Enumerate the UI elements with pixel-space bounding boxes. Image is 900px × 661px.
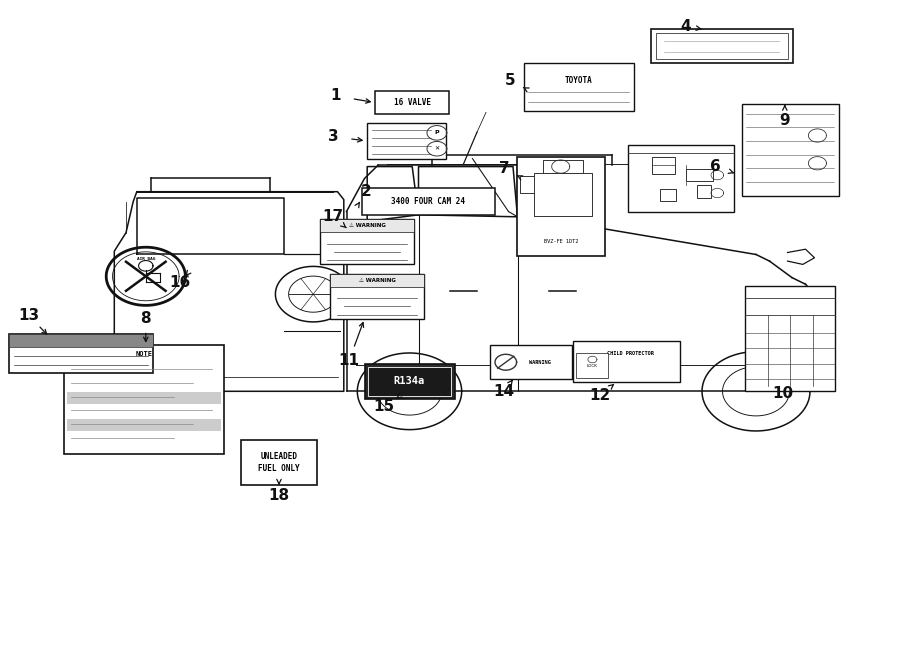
Text: ⚠ WARNING: ⚠ WARNING xyxy=(349,223,385,228)
Text: CHILD PROTECTOR: CHILD PROTECTOR xyxy=(608,351,654,356)
Text: 11: 11 xyxy=(338,353,360,368)
Text: UNLEADED
FUEL ONLY: UNLEADED FUEL ONLY xyxy=(258,452,300,473)
Bar xyxy=(320,219,414,232)
Bar xyxy=(320,219,414,264)
Bar xyxy=(368,366,452,396)
Bar xyxy=(67,393,221,405)
Bar xyxy=(490,345,572,379)
Bar xyxy=(241,440,317,485)
Text: WARNING: WARNING xyxy=(529,360,551,365)
Bar xyxy=(742,104,839,196)
Bar xyxy=(517,157,605,256)
Text: 1: 1 xyxy=(330,89,341,103)
Text: ⚠ WARNING: ⚠ WARNING xyxy=(359,278,395,283)
Text: 3: 3 xyxy=(328,130,338,144)
Bar xyxy=(367,122,446,159)
Text: 16 VALVE: 16 VALVE xyxy=(393,98,431,107)
Text: ✕: ✕ xyxy=(435,146,439,151)
Bar xyxy=(652,157,675,173)
Bar xyxy=(9,334,153,373)
Text: 5: 5 xyxy=(505,73,516,88)
Bar xyxy=(362,188,495,215)
Text: 3400 FOUR CAM 24: 3400 FOUR CAM 24 xyxy=(392,197,465,206)
Bar xyxy=(660,189,676,201)
Text: 14: 14 xyxy=(493,384,515,399)
Bar xyxy=(656,33,788,59)
Text: TOYOTA: TOYOTA xyxy=(565,75,592,85)
Text: P: P xyxy=(435,130,439,136)
Bar xyxy=(329,274,425,319)
Bar xyxy=(686,169,713,181)
Bar xyxy=(329,274,425,287)
Bar xyxy=(577,354,608,378)
Bar xyxy=(64,345,224,455)
Text: AIR BAG: AIR BAG xyxy=(137,257,155,261)
Text: 4: 4 xyxy=(680,19,691,34)
Text: NOTE: NOTE xyxy=(136,351,152,357)
Text: 15: 15 xyxy=(374,399,395,414)
Bar xyxy=(67,418,221,430)
Bar xyxy=(573,341,680,382)
Text: 18: 18 xyxy=(268,488,290,503)
Text: 16: 16 xyxy=(169,276,191,290)
Text: 12: 12 xyxy=(590,388,611,403)
Text: R134a: R134a xyxy=(394,376,425,387)
Text: 2: 2 xyxy=(361,184,372,199)
Text: 13: 13 xyxy=(18,308,40,323)
Bar xyxy=(628,145,734,212)
Bar xyxy=(745,286,835,391)
Text: 17: 17 xyxy=(322,210,344,224)
Text: 6: 6 xyxy=(710,159,721,174)
Bar xyxy=(9,334,153,347)
Bar xyxy=(651,29,793,63)
Bar xyxy=(698,185,711,198)
Bar xyxy=(364,364,454,399)
Text: 8: 8 xyxy=(140,311,151,326)
Text: 9: 9 xyxy=(779,113,790,128)
Text: LOCK: LOCK xyxy=(587,364,598,368)
Bar xyxy=(524,63,634,111)
Bar xyxy=(375,91,449,114)
Text: BVZ-FE 1DT2: BVZ-FE 1DT2 xyxy=(544,239,578,245)
Text: 7: 7 xyxy=(499,161,509,176)
Text: 10: 10 xyxy=(772,386,794,401)
